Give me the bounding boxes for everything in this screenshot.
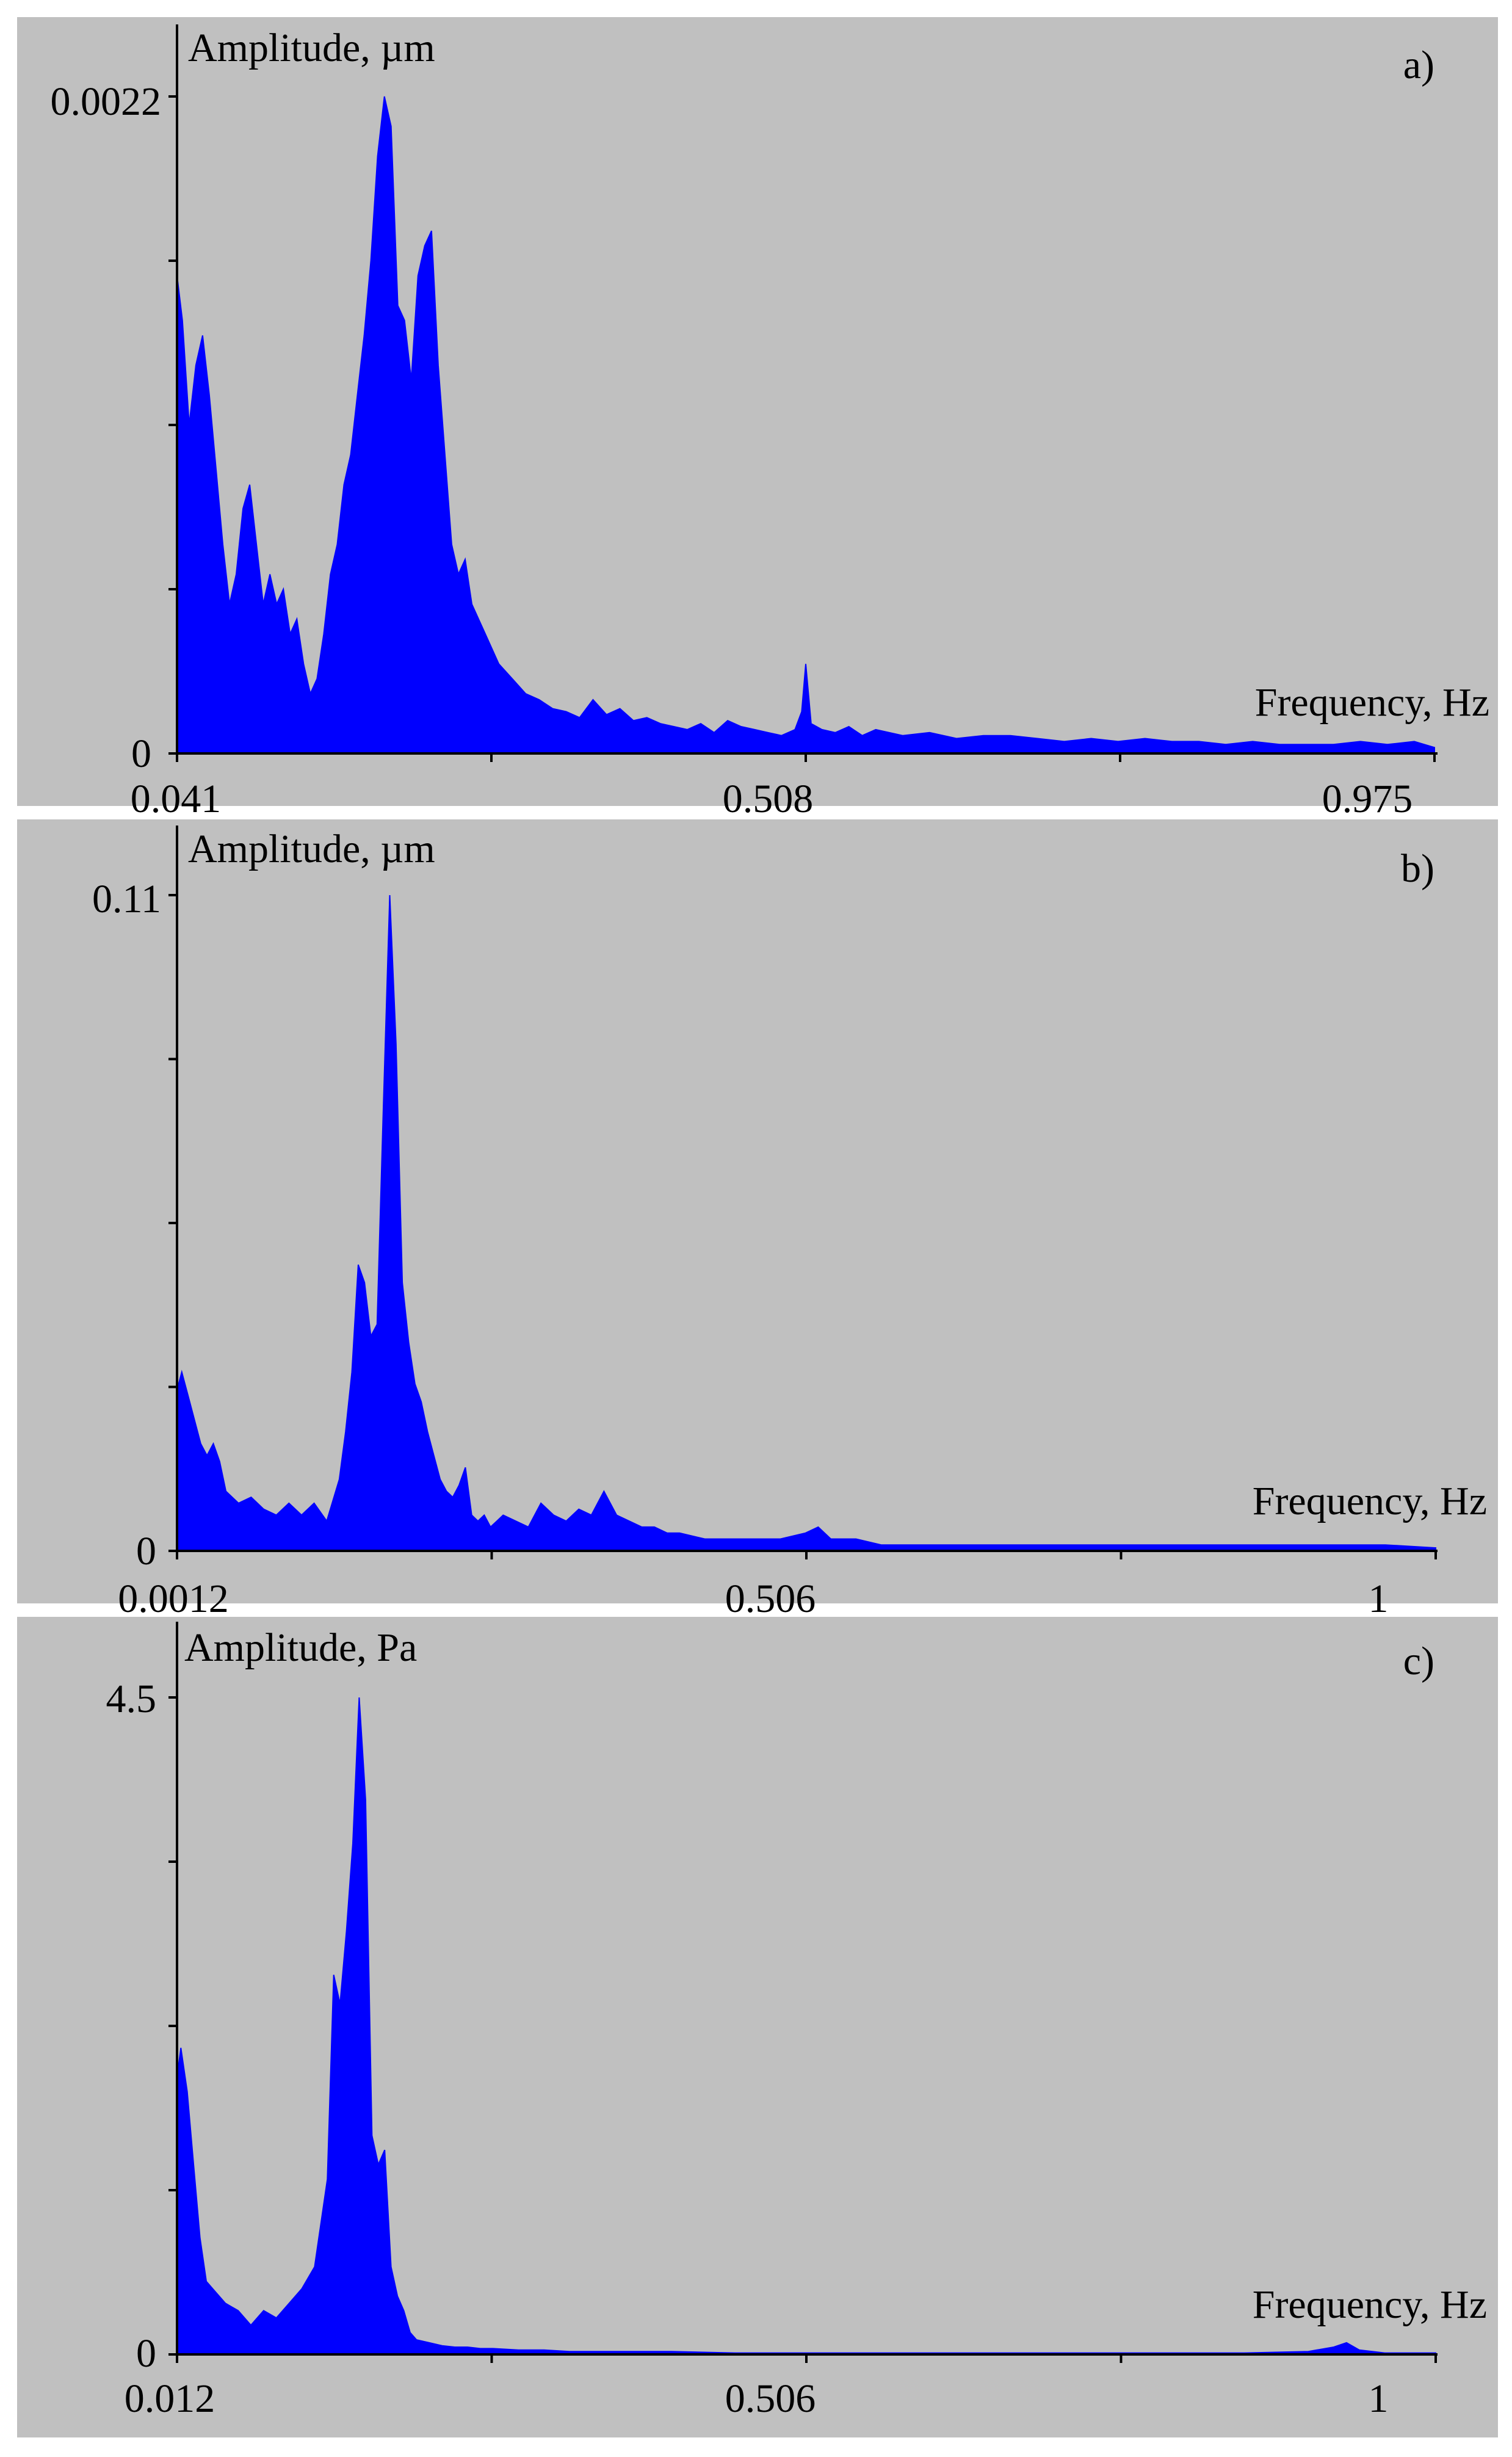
panel-c-background [17,1617,1498,2437]
panel-c-y-tick-label-zero: 0 [136,2331,156,2376]
panel-b-background [17,819,1498,1603]
panel-b-tag: b) [1401,846,1434,891]
panel-a-spectrum-area [176,96,1435,754]
panel-b-y-axis-label: Amplitude, µm [188,827,435,871]
panel-c-x-tick-label-max: 1 [1369,2376,1389,2421]
panel-b-x-axis-label: Frequency, Hz [1253,1479,1487,1523]
panel-a-x-axis-label: Frequency, Hz [1255,680,1489,725]
panel-a-y-tick-label-max: 0.0022 [51,79,162,124]
panel-c-y-axis-label: Amplitude, Pa [184,1625,417,1670]
panel-a-y-tick-label-zero: 0 [131,731,151,776]
panel-a-ticks [168,95,1436,762]
panel-b-x-tick-label-max: 1 [1369,1577,1389,1621]
panel-b-y-tick-label-max: 0.11 [92,877,161,921]
panel-b-ticks [168,894,1437,1559]
panel-a-x-tick-label-mid: 0.508 [723,777,814,821]
panel-a-tag: a) [1403,43,1434,87]
panel-c-x-axis-label: Frequency, Hz [1253,2282,1487,2327]
panel-c-x-tick-label-mid: 0.506 [725,2376,816,2421]
panel-a: Amplitude, µm Frequency, Hz a) 0.0022 0 … [17,17,1498,821]
panel-a-x-tick-label-min: 0.041 [131,777,222,821]
panel-b-y-tick-label-zero: 0 [136,1529,156,1573]
panel-c-tag: c) [1403,1639,1434,1683]
panel-b-spectrum-area [176,895,1436,1552]
panel-c-spectrum-area [176,1697,1436,2355]
panel-b-x-tick-label-min: 0.0012 [118,1577,229,1621]
panel-b-x-tick-label-mid: 0.506 [725,1577,816,1621]
panel-b: Amplitude, µm Frequency, Hz b) 0.11 0 0.… [17,819,1498,1621]
panel-c-ticks [168,1696,1437,2363]
panel-a-y-axis-label: Amplitude, µm [188,26,435,70]
panel-c: Amplitude, Pa Frequency, Hz c) 4.5 0 0.0… [17,1617,1498,2437]
panel-a-x-tick-label-max: 0.975 [1322,777,1413,821]
panel-c-y-tick-label-max: 4.5 [106,1677,157,1721]
panel-c-x-tick-label-min: 0.012 [125,2376,215,2421]
